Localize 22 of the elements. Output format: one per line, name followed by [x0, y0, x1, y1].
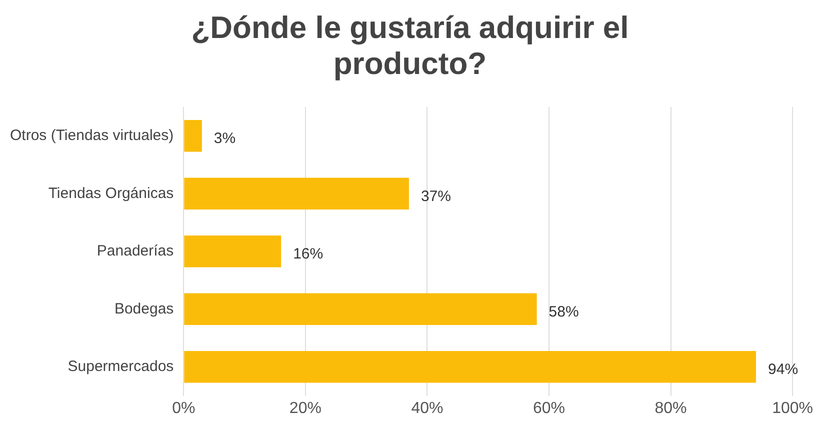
y-tick-label: Bodegas — [114, 300, 174, 318]
y-tick-label: Panaderías — [96, 242, 174, 260]
x-tick-label: 60% — [532, 400, 566, 417]
bar — [184, 120, 202, 152]
x-tick-label: 40% — [411, 400, 444, 417]
data-label: 3% — [214, 130, 236, 148]
bar — [184, 351, 756, 383]
bar — [184, 178, 409, 210]
chart-title: ¿Dónde le gustaría adquirir el producto? — [190, 10, 630, 82]
data-label: 94% — [768, 361, 798, 378]
x-tick-label: 100% — [772, 400, 813, 417]
data-label: 58% — [548, 303, 579, 320]
bar — [184, 236, 282, 268]
data-label: 37% — [420, 188, 451, 205]
x-tick-label: 80% — [654, 400, 687, 417]
y-tick-label: Otros (Tiendas virtuales) — [10, 127, 174, 144]
x-tick-label: 20% — [289, 400, 322, 417]
y-tick-label: Supermercados — [68, 358, 174, 376]
bar — [184, 293, 537, 326]
data-label: 16% — [293, 246, 324, 263]
y-tick-label: Tiendas Orgánicas — [48, 184, 174, 202]
x-tick-label: 0% — [172, 400, 196, 417]
